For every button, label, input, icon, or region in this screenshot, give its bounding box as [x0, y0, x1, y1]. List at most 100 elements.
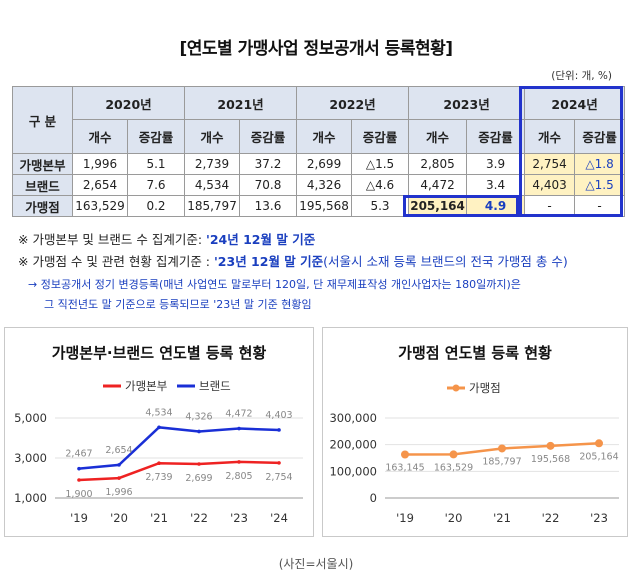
data-point [277, 461, 281, 465]
table-cell: 3.4 [466, 174, 526, 196]
table-cell: - [574, 195, 626, 217]
note-line: ※ 가맹점 수 및 관련 현황 집계기준 : '23년 12월 말 기준(서울시… [18, 251, 568, 270]
table-corner-header: 구 분 [12, 86, 73, 154]
data-label: 2,754 [265, 472, 292, 483]
y-tick-label: 1,000 [14, 491, 47, 505]
year-header: 2022년 [296, 86, 410, 120]
data-label: 2,805 [225, 471, 252, 482]
table-cell: 5.3 [351, 195, 410, 217]
x-tick-label: '20 [445, 511, 463, 525]
data-label: 2,654 [105, 445, 132, 456]
y-tick-label: 3,000 [14, 451, 47, 465]
data-label: 163,529 [434, 462, 473, 473]
legend-label: 가맹본부 [125, 379, 167, 393]
year-header: 2021년 [184, 86, 298, 120]
data-label: 4,534 [145, 407, 172, 418]
line-chart-hq-brand: 1,000 3,000 5,000 '19 '20 '21 '22 '23 '24 가맹본부 브랜드… [14, 379, 303, 525]
table-row: 브랜드 2,654 7.6 4,534 70.8 4,326 △4.6 4,47… [12, 174, 626, 196]
x-tick-label: '21 [493, 511, 511, 525]
x-tick-label: '23 [590, 511, 608, 525]
data-label: 4,403 [265, 410, 292, 421]
data-label: 1,996 [105, 487, 132, 498]
data-label: 195,568 [531, 454, 570, 465]
count-header: 개수 [184, 119, 241, 154]
x-tick-label: '19 [396, 511, 414, 525]
data-point [449, 450, 458, 459]
table-cell: 1,996 [72, 153, 128, 175]
year-header: 2023년 [408, 86, 526, 120]
y-tick-label: 5,000 [14, 411, 47, 425]
data-label: 163,145 [385, 462, 424, 473]
table-cell: 2,739 [184, 153, 241, 175]
table-cell: △1.5 [351, 153, 410, 175]
data-point [401, 450, 409, 459]
legend-marker [452, 384, 460, 392]
note-text: ※ 가맹본부 및 브랜드 수 집계기준: [18, 232, 207, 247]
table-cell: 4,326 [296, 174, 353, 196]
table-cell: 0.2 [126, 195, 186, 217]
data-label: 1,900 [65, 489, 92, 500]
count-header: 개수 [72, 119, 128, 154]
legend-label: 가맹점 [469, 381, 501, 395]
note-emphasis: '23년 12월 말 기준 [213, 254, 324, 269]
rate-header: 증감률 [574, 119, 626, 154]
data-point [197, 462, 201, 466]
data-point [77, 466, 81, 471]
table-cell: 5.1 [126, 153, 186, 175]
data-label: 4,326 [185, 411, 212, 422]
note-text: (서울시 소재 등록 브랜드의 전국 가맹점 총 수) [323, 254, 568, 269]
note-line: 그 직전년도 말 기준으로 등록되므로 '23년 말 기준 현황임 [44, 298, 312, 311]
data-point [77, 478, 81, 482]
y-tick-label: 100,000 [329, 464, 377, 478]
series-line-2 [78, 426, 280, 470]
x-tick-label: '19 [70, 511, 88, 525]
table-cell: △1.5 [574, 174, 626, 196]
data-label: 205,164 [579, 451, 618, 462]
year-header: 2024년 [524, 86, 626, 120]
table-cell: 4,472 [408, 174, 468, 196]
count-header: 개수 [408, 119, 468, 154]
note-emphasis: '24년 12월 말 기준 [206, 232, 316, 247]
y-tick-label: 300,000 [329, 411, 377, 425]
row-label: 가맹본부 [12, 153, 73, 175]
row-label: 브랜드 [12, 174, 73, 196]
data-point [157, 461, 161, 466]
table-cell: 37.2 [239, 153, 298, 175]
note-text: ※ 가맹점 수 및 관련 현황 집계기준 : [18, 254, 214, 269]
rate-header: 증감률 [126, 119, 186, 154]
series-line-1 [78, 460, 280, 482]
table-cell: 7.6 [126, 174, 186, 196]
table-cell: 205,164 [408, 195, 468, 217]
chart-panel-hq-brand: 가맹본부·브랜드 연도별 등록 현황 1,000 3,000 5,000 '19 '20… [4, 327, 314, 537]
data-label: 2,699 [185, 473, 212, 484]
table-cell: 13.6 [239, 195, 298, 217]
photo-caption: (사진=서울시) [278, 557, 354, 571]
x-tick-label: '22 [190, 511, 208, 525]
x-tick-label: '23 [230, 511, 248, 525]
stats-table: 구 분 2020년 2021년 2022년 2023년 2024년 개수 증감률… [12, 86, 626, 217]
rate-header: 증감률 [239, 119, 298, 154]
line-chart-stores: 0 100,000 200,000 300,000 '19 '20 '21 '22 '23 가맹점… [329, 381, 619, 525]
count-header: 개수 [524, 119, 576, 154]
data-point [117, 476, 121, 480]
data-label: 2,467 [65, 449, 92, 460]
data-point [546, 441, 555, 450]
table-cell: 2,699 [296, 153, 353, 175]
table-row: 가맹본부 1,996 5.1 2,739 37.2 2,699 △1.5 2,8… [12, 153, 626, 175]
data-point [117, 463, 121, 467]
rate-header: 증감률 [466, 119, 526, 154]
table-cell: 3.9 [466, 153, 526, 175]
table-row: 가맹점 163,529 0.2 185,797 13.6 195,568 5.3… [12, 195, 626, 217]
data-point [237, 426, 241, 431]
chart-title: 가맹점 연도별 등록 현황 [398, 344, 552, 362]
table-cell: 70.8 [239, 174, 298, 196]
row-label: 가맹점 [12, 195, 73, 217]
chart-panel-stores: 가맹점 연도별 등록 현황 0 100,000 200,000 300,000 '19 '… [322, 327, 628, 537]
year-header: 2020년 [71, 86, 186, 120]
data-point [595, 439, 603, 448]
y-tick-label: 0 [370, 491, 377, 505]
table-cell: 4.9 [466, 195, 526, 217]
count-header: 개수 [296, 119, 353, 154]
data-point [277, 428, 281, 432]
table-cell: 185,797 [184, 195, 241, 217]
